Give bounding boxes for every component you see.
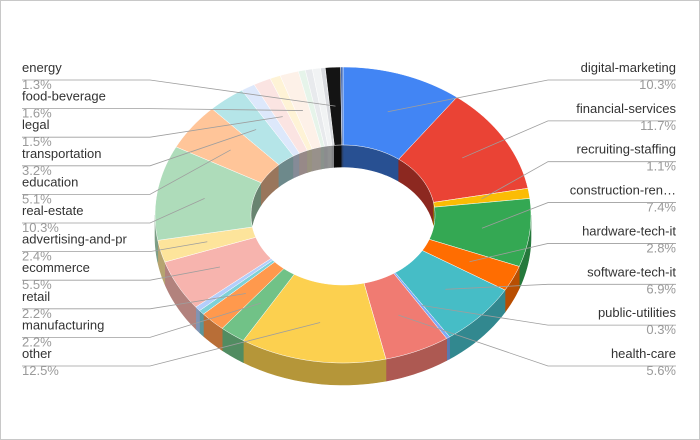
inner-wall-unlabeled-23 [324, 145, 329, 169]
label-food-beverage: food-beverage [22, 89, 106, 104]
value-transportation: 3.2% [22, 163, 52, 178]
label-legal: legal [22, 117, 50, 132]
label-digital-marketing: digital-marketing [581, 60, 676, 75]
leader-line-other [22, 322, 321, 367]
value-legal: 1.5% [22, 134, 52, 149]
leader-line-public-utilities [421, 304, 676, 326]
slice-labels: digital-marketing 10.3% financial-services… [22, 60, 676, 378]
inner-wall-energy [333, 144, 343, 168]
label-retail: retail [22, 289, 50, 304]
inner-wall-unlabeled-20 [307, 148, 313, 173]
label-health-care: health-care [611, 346, 676, 361]
label-public-utilities: public-utilities [598, 305, 677, 320]
inner-wall-unlabeled-18 [293, 152, 300, 179]
value-hardware-tech-it: 2.8% [646, 240, 676, 255]
leader-line-recruiting-staffing [481, 161, 676, 200]
label-real-estate: real-estate [22, 203, 83, 218]
leader-line-health-care [398, 314, 676, 367]
leader-line-transportation [22, 129, 257, 167]
label-ecommerce: ecommerce [22, 260, 90, 275]
leader-line-education [22, 149, 231, 195]
leader-line-manufacturing [22, 302, 261, 338]
inner-wall-unlabeled-27 [341, 144, 344, 168]
label-manufacturing: manufacturing [22, 317, 104, 332]
value-recruiting-staffing: 1.1% [646, 159, 676, 174]
label-transportation: transportation [22, 146, 102, 161]
inner-wall-legal [299, 150, 308, 176]
inner-wall-unlabeled-24 [327, 145, 333, 169]
value-digital-marketing: 10.3% [639, 77, 676, 92]
label-hardware-tech-it: hardware-tech-it [582, 223, 676, 238]
label-advertising-and-pr: advertising-and-pr [22, 232, 127, 247]
label-energy: energy [22, 60, 62, 75]
donut-top [154, 66, 532, 364]
value-manufacturing: 2.2% [22, 334, 52, 349]
value-health-care: 5.6% [646, 363, 676, 378]
leader-line-retail [22, 293, 246, 310]
value-retail: 2.2% [22, 306, 52, 321]
side-public-utilities [446, 336, 450, 361]
label-recruiting-staffing: recruiting-staffing [577, 142, 676, 157]
value-real-estate: 10.3% [22, 220, 59, 235]
leader-line-software-tech-it [445, 283, 676, 290]
leader-line-advertising-and-pr [22, 241, 208, 253]
side-unlabeled-11 [199, 309, 204, 337]
inner-wall-food-beverage [311, 146, 322, 172]
leader-lines [22, 79, 676, 367]
value-other: 12.5% [22, 363, 59, 378]
leader-line-hardware-tech-it [469, 243, 676, 263]
value-construction-ren: 7.4% [646, 200, 676, 215]
value-advertising-and-pr: 2.4% [22, 249, 52, 264]
inner-wall-unlabeled-25 [331, 144, 335, 168]
leader-line-energy [22, 79, 336, 107]
label-construction-ren: construction-ren… [570, 183, 676, 198]
label-financial-services: financial-services [576, 101, 676, 116]
label-software-tech-it: software-tech-it [587, 264, 676, 279]
leader-line-digital-marketing [387, 79, 676, 113]
leader-line-food-beverage [22, 108, 303, 111]
value-public-utilities: 0.3% [646, 322, 676, 337]
value-software-tech-it: 6.9% [646, 281, 676, 296]
label-education: education [22, 174, 78, 189]
value-financial-services: 11.7% [640, 118, 676, 133]
slice-unlabeled-27 [340, 66, 344, 146]
inner-wall-unlabeled-22 [320, 146, 325, 170]
label-other: other [22, 346, 52, 361]
value-education: 5.1% [22, 191, 52, 206]
leader-line-construction-ren [481, 202, 676, 229]
side-unlabeled-12 [195, 306, 200, 334]
value-ecommerce: 5.5% [22, 277, 52, 292]
leader-line-real-estate [22, 198, 205, 224]
value-food-beverage: 1.6% [22, 106, 52, 121]
leader-line-legal [22, 116, 283, 138]
leader-line-ecommerce [22, 266, 221, 281]
donut-sides [154, 144, 532, 386]
leader-line-financial-services [462, 120, 676, 159]
value-energy: 1.3% [22, 77, 52, 92]
